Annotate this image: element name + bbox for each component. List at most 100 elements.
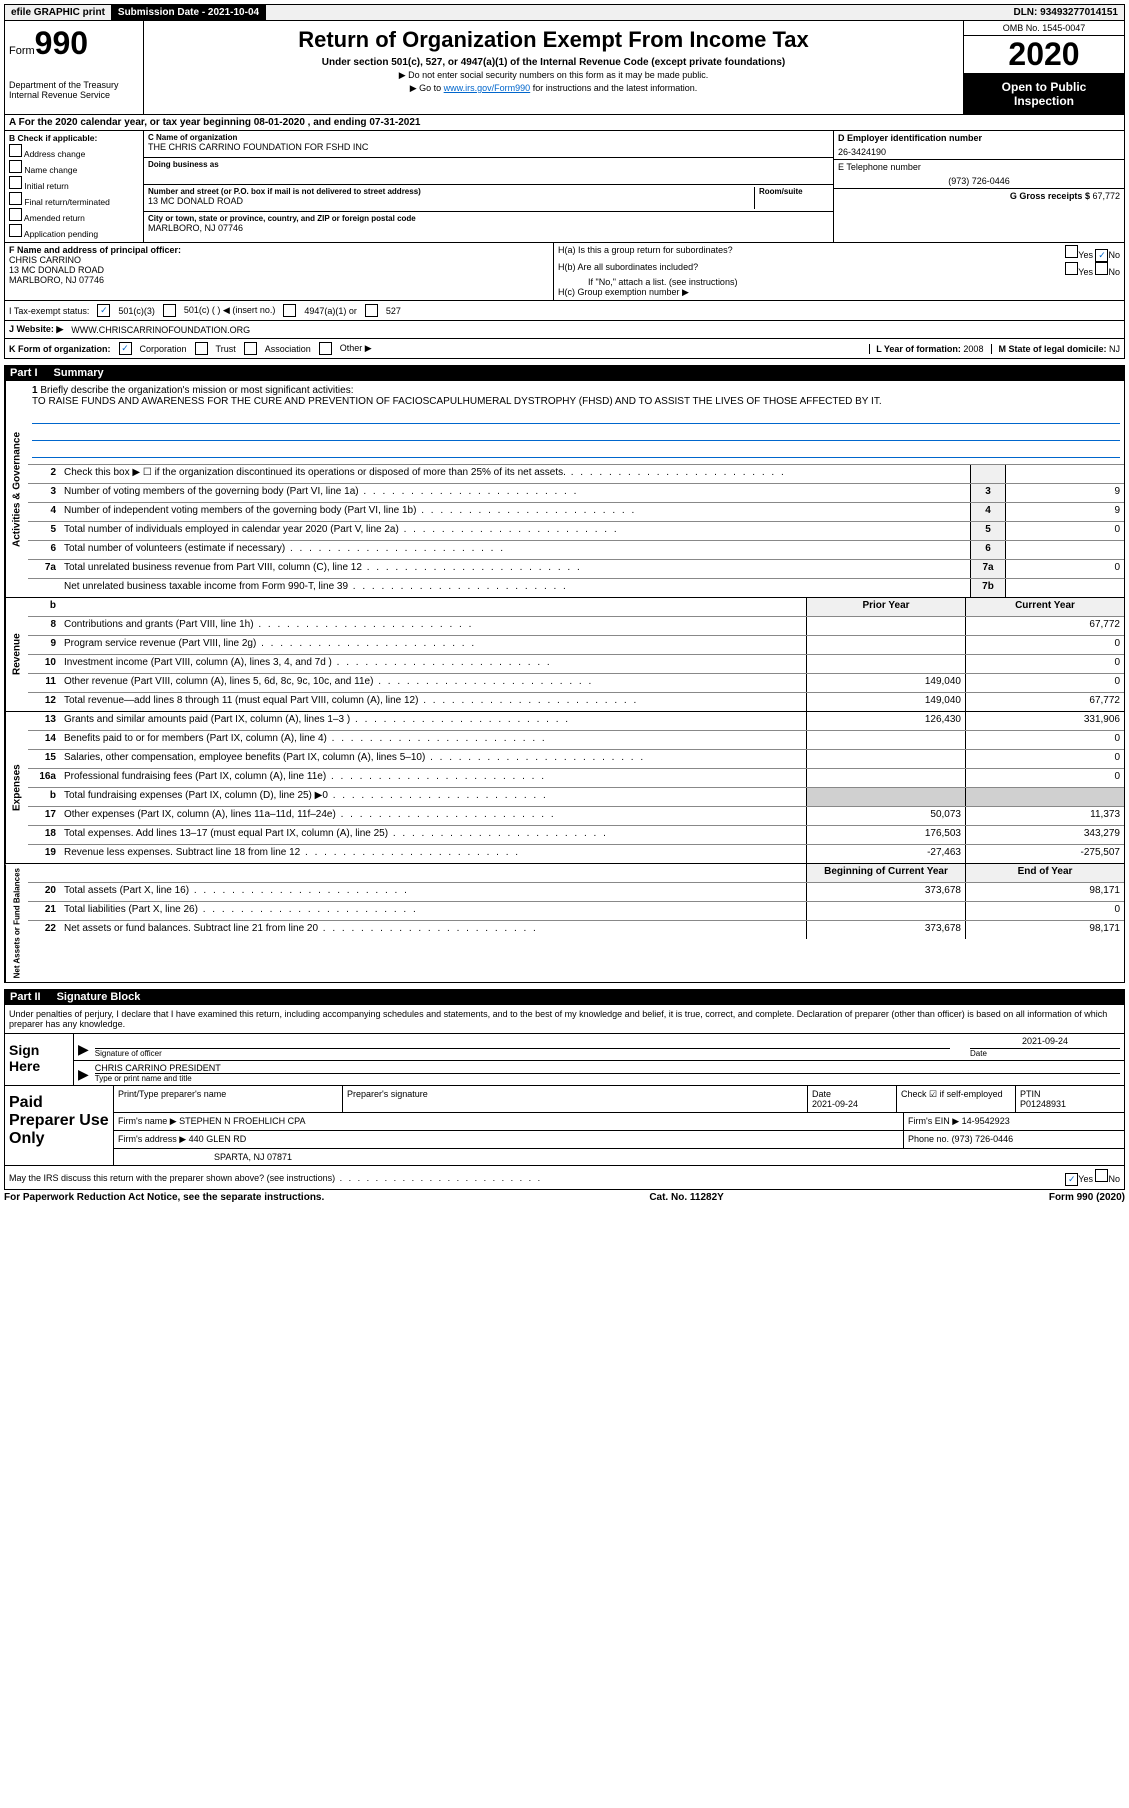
data-row: 17Other expenses (Part IX, column (A), l… bbox=[28, 807, 1124, 826]
form-header: Form 990 Department of the Treasury Inte… bbox=[4, 21, 1125, 115]
chk-4947[interactable] bbox=[283, 304, 296, 317]
sig-officer-row: ▶ Signature of officer 2021-09-24 Date bbox=[74, 1034, 1124, 1061]
dept-treasury: Department of the Treasury bbox=[9, 80, 139, 90]
phone-value: (973) 726-0446 bbox=[838, 176, 1120, 186]
gross-label: G Gross receipts $ bbox=[1010, 191, 1090, 201]
gross-value: 67,772 bbox=[1092, 191, 1120, 201]
line-num: 18 bbox=[28, 826, 60, 844]
prior-val bbox=[806, 769, 965, 787]
footer-left: For Paperwork Reduction Act Notice, see … bbox=[4, 1192, 324, 1203]
signature-block: Under penalties of perjury, I declare th… bbox=[4, 1005, 1125, 1190]
line-box: 7a bbox=[970, 560, 1005, 578]
city-value: MARLBORO, NJ 07746 bbox=[148, 223, 829, 233]
net-section: Net Assets or Fund Balances Beginning of… bbox=[4, 864, 1125, 983]
chk-other[interactable] bbox=[319, 342, 332, 355]
mission-text: TO RAISE FUNDS AND AWARENESS FOR THE CUR… bbox=[32, 396, 882, 407]
mission-block: 1 Briefly describe the organization's mi… bbox=[28, 381, 1124, 465]
gov-row: 2Check this box ▶ ☐ if the organization … bbox=[28, 465, 1124, 484]
efile-label[interactable]: efile GRAPHIC print bbox=[5, 5, 112, 20]
hc-label: H(c) Group exemption number ▶ bbox=[558, 287, 1120, 298]
vert-gov: Activities & Governance bbox=[5, 381, 28, 597]
gov-row: 6Total number of volunteers (estimate if… bbox=[28, 541, 1124, 560]
gov-row: 5Total number of individuals employed in… bbox=[28, 522, 1124, 541]
sign-here-label: Sign Here bbox=[5, 1034, 74, 1085]
vert-net: Net Assets or Fund Balances bbox=[5, 864, 28, 982]
prior-val: 176,503 bbox=[806, 826, 965, 844]
line-text: Total number of volunteers (estimate if … bbox=[60, 541, 970, 559]
prior-val: 373,678 bbox=[806, 883, 965, 901]
firm-addr1: 440 GLEN RD bbox=[189, 1134, 247, 1144]
line-text: Total unrelated business revenue from Pa… bbox=[60, 560, 970, 578]
part2-num: Part II bbox=[10, 991, 41, 1003]
subtitle-3: ▶ Go to www.irs.gov/Form990 for instruct… bbox=[148, 83, 959, 94]
header-left: Form 990 Department of the Treasury Inte… bbox=[5, 21, 144, 114]
sig-name-row: ▶ CHRIS CARRINO PRESIDENT Type or print … bbox=[74, 1061, 1124, 1085]
data-row: bTotal fundraising expenses (Part IX, co… bbox=[28, 788, 1124, 807]
ptin: P01248931 bbox=[1020, 1099, 1066, 1109]
ha-label: H(a) Is this a group return for subordin… bbox=[558, 245, 733, 262]
data-row: 16aProfessional fundraising fees (Part I… bbox=[28, 769, 1124, 788]
chk-trust[interactable] bbox=[195, 342, 208, 355]
line-box: 7b bbox=[970, 579, 1005, 597]
ha-answer: Yes No bbox=[1065, 245, 1120, 262]
line-num: 8 bbox=[28, 617, 60, 635]
part1-title: Summary bbox=[54, 367, 104, 379]
submission-date[interactable]: Submission Date - 2021-10-04 bbox=[112, 5, 266, 20]
chk-amended[interactable]: Amended return bbox=[9, 208, 139, 223]
chk-pending[interactable]: Application pending bbox=[9, 224, 139, 239]
data-row: 11Other revenue (Part VIII, column (A), … bbox=[28, 674, 1124, 693]
line-num: 19 bbox=[28, 845, 60, 863]
header-right: OMB No. 1545-0047 2020 Open to PublicIns… bbox=[964, 21, 1124, 114]
line-num: 17 bbox=[28, 807, 60, 825]
line-num: 7a bbox=[28, 560, 60, 578]
curr-val: 98,171 bbox=[965, 883, 1124, 901]
chk-address[interactable]: Address change bbox=[9, 144, 139, 159]
line-num: 14 bbox=[28, 731, 60, 749]
curr-val bbox=[965, 788, 1124, 806]
ein-cell: D Employer identification number 26-3424… bbox=[834, 131, 1124, 160]
discuss-label: May the IRS discuss this return with the… bbox=[9, 1173, 542, 1183]
chk-final[interactable]: Final return/terminated bbox=[9, 192, 139, 207]
curr-val: 343,279 bbox=[965, 826, 1124, 844]
line-num: 2 bbox=[28, 465, 60, 483]
curr-val: 0 bbox=[965, 769, 1124, 787]
paid-h4: Check ☑ if self-employed bbox=[897, 1086, 1016, 1112]
chk-corp[interactable] bbox=[119, 342, 132, 355]
chk-501c[interactable] bbox=[163, 304, 176, 317]
paid-header-row: Print/Type preparer's name Preparer's si… bbox=[114, 1086, 1124, 1113]
chk-527[interactable] bbox=[365, 304, 378, 317]
chk-name[interactable]: Name change bbox=[9, 160, 139, 175]
chk-assoc[interactable] bbox=[244, 342, 257, 355]
firm-addr2: SPARTA, NJ 07871 bbox=[114, 1149, 1124, 1165]
m-block: M State of legal domicile: NJ bbox=[991, 344, 1120, 354]
line-val: 0 bbox=[1005, 522, 1124, 540]
curr-val: -275,507 bbox=[965, 845, 1124, 863]
line-text: Salaries, other compensation, employee b… bbox=[60, 750, 806, 768]
line-num: 16a bbox=[28, 769, 60, 787]
line-num: 21 bbox=[28, 902, 60, 920]
chk-501c3[interactable] bbox=[97, 304, 110, 317]
hb-note: If "No," attach a list. (see instruction… bbox=[558, 277, 1120, 287]
opt-527: 527 bbox=[386, 306, 401, 316]
officer-addr2: MARLBORO, NJ 07746 bbox=[9, 275, 549, 285]
row-a-tax-year: A For the 2020 calendar year, or tax yea… bbox=[4, 115, 1125, 131]
firm-phone-label: Phone no. bbox=[908, 1134, 949, 1144]
curr-val: 11,373 bbox=[965, 807, 1124, 825]
data-row: 8Contributions and grants (Part VIII, li… bbox=[28, 617, 1124, 636]
open-inspection: Open to PublicInspection bbox=[964, 74, 1124, 114]
gov-row: 3Number of voting members of the governi… bbox=[28, 484, 1124, 503]
chk-initial[interactable]: Initial return bbox=[9, 176, 139, 191]
prior-val bbox=[806, 636, 965, 654]
irs-link[interactable]: www.irs.gov/Form990 bbox=[444, 83, 531, 93]
line-num: 6 bbox=[28, 541, 60, 559]
curr-val: 0 bbox=[965, 655, 1124, 673]
mission-num: 1 bbox=[32, 385, 38, 396]
opt-501c: 501(c) ( ) ◀ (insert no.) bbox=[184, 305, 275, 316]
prior-val: -27,463 bbox=[806, 845, 965, 863]
mission-label: Briefly describe the organization's miss… bbox=[40, 385, 353, 396]
sig-name-value: CHRIS CARRINO PRESIDENT bbox=[95, 1063, 1120, 1074]
tax-year: 2020 bbox=[964, 36, 1124, 74]
city-cell: City or town, state or province, country… bbox=[144, 212, 833, 238]
vert-rev: Revenue bbox=[5, 598, 28, 711]
line-text: Benefits paid to or for members (Part IX… bbox=[60, 731, 806, 749]
